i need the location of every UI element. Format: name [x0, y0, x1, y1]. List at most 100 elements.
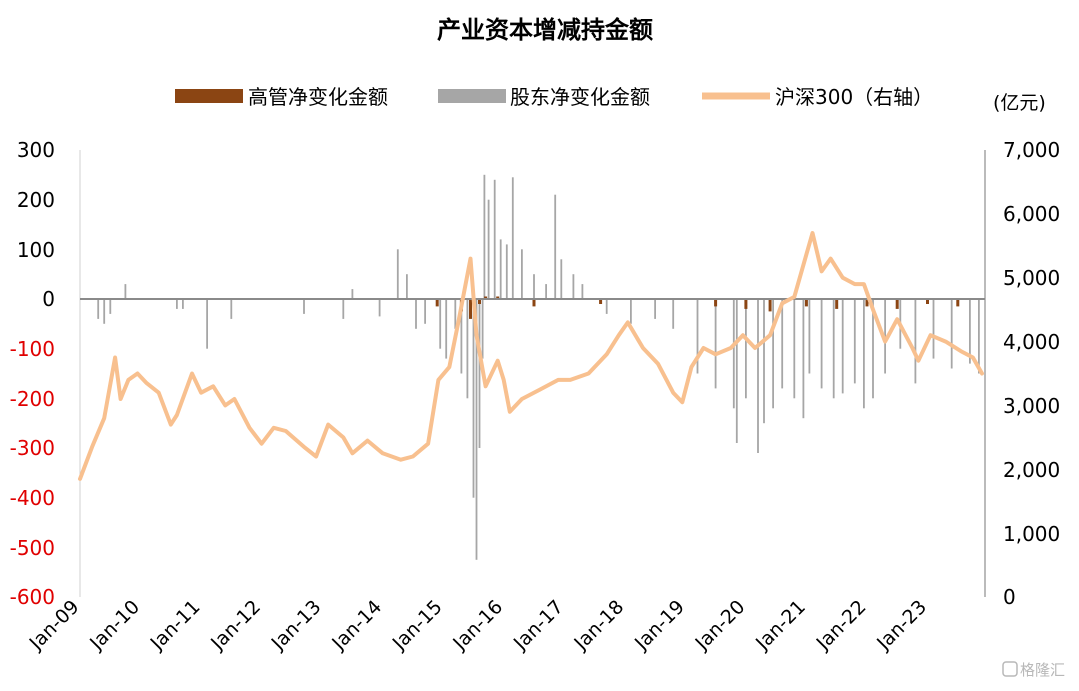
shareholder-bars	[97, 174, 980, 560]
x-tick-label: Jan-23	[872, 596, 931, 655]
shareholder-bar	[478, 299, 481, 448]
chart-title: 产业资本增减持金额	[437, 16, 653, 44]
shareholder-bar	[735, 299, 738, 443]
exec-bar	[926, 299, 929, 304]
shareholder-bar	[554, 194, 557, 299]
exec-bar	[744, 299, 748, 309]
left-tick: -300	[10, 436, 55, 460]
shareholder-bar	[230, 299, 233, 319]
shareholder-bar	[475, 299, 478, 560]
right-tick: 7,000	[1003, 138, 1060, 162]
x-tick-label: Jan-11	[146, 596, 205, 655]
shareholder-bar	[406, 274, 408, 299]
shareholder-bar	[124, 284, 127, 299]
x-tick-label: Jan-22	[812, 596, 871, 655]
x-tick-label: Jan-21	[751, 596, 810, 655]
left-axis-ticks: 300 200 100 0 -100 -200 -300 -400 -500 -…	[10, 138, 55, 609]
shareholder-bar	[424, 299, 426, 324]
shareholder-bar	[109, 299, 112, 314]
shareholder-bar	[745, 299, 747, 399]
shareholder-bar	[472, 299, 475, 498]
shareholder-bar	[466, 299, 469, 399]
right-axis-ticks: 7,000 6,000 5,000 4,000 3,000 2,000 1,00…	[1003, 138, 1060, 609]
shareholder-bar	[483, 174, 486, 299]
shareholder-bar	[630, 299, 632, 324]
shareholder-bar	[533, 274, 535, 299]
exec-bar	[469, 299, 472, 319]
shareholder-bar	[802, 299, 805, 419]
exec-bar	[804, 299, 808, 307]
left-tick: -500	[10, 536, 55, 560]
exec-bar	[956, 299, 960, 307]
shareholder-bar	[914, 299, 917, 384]
exec-bar	[484, 296, 488, 299]
shareholder-bar	[378, 299, 381, 317]
left-tick: -400	[10, 486, 55, 510]
x-tick-label: Jan-17	[509, 596, 568, 655]
right-tick: 4,000	[1003, 330, 1060, 354]
right-tick: 6,000	[1003, 202, 1060, 226]
shareholder-bar	[832, 299, 835, 399]
exec-bar	[714, 299, 718, 307]
left-tick: -200	[10, 387, 55, 411]
shareholder-bar	[672, 299, 675, 329]
x-tick-label: Jan-20	[691, 596, 750, 655]
shareholder-bar	[572, 274, 575, 299]
shareholder-bar	[487, 199, 490, 299]
exec-bar	[768, 299, 772, 312]
shareholder-bar	[772, 299, 774, 409]
shareholder-bar	[460, 299, 463, 374]
shareholder-bar	[499, 239, 502, 299]
shareholder-bar	[342, 299, 345, 319]
legend-label-shareholder: 股东净变化金额	[510, 85, 650, 109]
shareholder-bar	[493, 179, 496, 299]
exec-bar	[532, 299, 536, 307]
shareholder-bar	[841, 299, 844, 394]
legend: 高管净变化金额 股东净变化金额 沪深300（右轴）	[175, 85, 933, 109]
shareholder-bar	[732, 299, 735, 409]
shareholder-bar	[182, 299, 184, 309]
x-tick-label: Jan-12	[206, 596, 265, 655]
right-tick: 3,000	[1003, 394, 1060, 418]
exec-bar	[435, 299, 439, 307]
x-tick-label: Jan-18	[569, 596, 628, 655]
exec-bar	[599, 299, 603, 304]
x-tick-label: Jan-16	[448, 596, 507, 655]
left-tick: -100	[10, 337, 55, 361]
shareholder-bar	[439, 299, 442, 349]
watermark: 格隆汇	[1002, 661, 1065, 679]
csi300-line	[78, 231, 984, 481]
shareholder-bar	[521, 249, 523, 299]
exec-bar	[895, 299, 899, 309]
shareholder-bar	[481, 299, 484, 359]
shareholder-bar	[396, 249, 399, 299]
x-tick-label: Jan-13	[267, 596, 326, 655]
right-tick: 1,000	[1003, 522, 1060, 546]
shareholder-bar	[863, 299, 865, 409]
shareholder-bar	[696, 299, 699, 374]
left-tick: 0	[42, 287, 55, 311]
x-tick-label: Jan-14	[327, 596, 386, 655]
shareholder-bar	[950, 299, 953, 369]
shareholder-bar	[454, 299, 457, 329]
shareholder-bar	[415, 299, 417, 329]
shareholder-bar	[303, 299, 305, 314]
shareholder-bar	[932, 299, 935, 359]
watermark-text: 格隆汇	[1020, 661, 1065, 679]
shareholder-bar	[545, 284, 547, 299]
shareholder-bar	[714, 299, 717, 389]
right-tick: 2,000	[1003, 458, 1060, 482]
legend-swatch-shareholder	[438, 89, 506, 103]
shareholder-bar	[445, 299, 448, 359]
exec-bar	[496, 296, 500, 299]
shareholder-bar	[511, 177, 514, 299]
shareholder-bar	[560, 259, 563, 299]
shareholder-bar	[351, 289, 354, 299]
shareholder-bar	[793, 299, 796, 399]
shareholder-bar	[763, 299, 765, 424]
shareholder-bar	[757, 299, 759, 453]
csi300-line-layer	[78, 231, 984, 481]
left-tick: 100	[17, 238, 55, 262]
x-tick-label: Jan-19	[630, 596, 689, 655]
